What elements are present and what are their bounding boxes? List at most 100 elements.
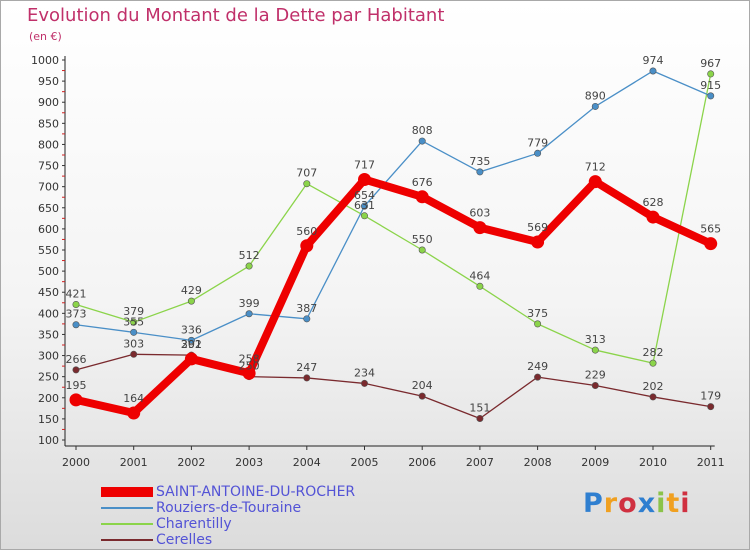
data-label: 313 [585, 333, 606, 346]
data-label: 202 [643, 380, 664, 393]
data-label: 247 [296, 361, 317, 374]
y-tick-label: 150 [38, 413, 59, 426]
x-tick-label: 2010 [639, 456, 667, 469]
data-point [534, 320, 542, 328]
data-point [303, 315, 311, 323]
data-label: 735 [469, 155, 490, 168]
y-tick-label: 100 [38, 434, 59, 447]
x-tick-label: 2009 [581, 456, 609, 469]
legend-swatch [101, 487, 153, 497]
data-point [360, 202, 368, 210]
proxiti-logo: Proxiti [583, 488, 691, 519]
x-tick-label: 2000 [62, 456, 90, 469]
data-label: 258 [239, 352, 260, 365]
series-line-2 [75, 73, 712, 364]
data-label: 967 [700, 57, 721, 70]
data-label: 151 [469, 401, 490, 414]
data-point [360, 212, 368, 220]
data-label: 266 [66, 353, 87, 366]
x-tick-label: 2003 [235, 456, 263, 469]
data-point [418, 246, 426, 254]
y-tick-label: 200 [38, 392, 59, 405]
data-label: 387 [296, 302, 317, 315]
chart-legend: SAINT-ANTOINE-DU-ROCHER Rouziers-de-Tour… [101, 484, 421, 548]
data-point [415, 190, 429, 204]
legend-item-charentilly: Charentilly [101, 516, 421, 532]
data-point [245, 310, 253, 318]
data-label: 379 [123, 305, 144, 318]
data-point [360, 379, 368, 387]
data-label: 250 [239, 360, 260, 373]
data-point [358, 172, 371, 186]
data-label: 808 [412, 124, 433, 137]
y-tick-label: 500 [38, 265, 59, 278]
legend-label: SAINT-ANTOINE-DU-ROCHER [156, 484, 356, 500]
data-point [130, 318, 138, 326]
y-tick-label: 300 [38, 350, 59, 363]
series-line-1 [75, 70, 712, 342]
data-point [72, 300, 80, 308]
chart-axes [64, 56, 715, 447]
data-label: 355 [123, 315, 144, 328]
data-label: 890 [585, 89, 606, 102]
data-point [127, 406, 141, 420]
data-point [72, 321, 80, 329]
data-point [707, 92, 715, 100]
data-point [534, 149, 542, 157]
data-point [187, 336, 195, 344]
data-label: 373 [66, 308, 87, 321]
data-label: 399 [239, 297, 260, 310]
data-point [300, 239, 314, 253]
legend-label: Cerelles [156, 532, 213, 548]
data-point [69, 393, 83, 407]
data-point [476, 414, 484, 422]
data-point [707, 403, 715, 411]
data-point [534, 373, 542, 381]
data-point [418, 137, 426, 145]
data-point [72, 366, 80, 374]
y-tick-label: 950 [38, 75, 59, 88]
y-tick-label: 450 [38, 286, 59, 299]
y-tick-label: 250 [38, 371, 59, 384]
data-labels: 266 303 301 250 247 234 204 151 249 229 202 179 421 3… [66, 54, 722, 414]
chart-subtitle: (en €) [29, 30, 62, 43]
data-label: 234 [354, 366, 375, 379]
legend-item-rouziers: Rouziers-de-Touraine [101, 500, 421, 516]
legend-label: Rouziers-de-Touraine [156, 500, 302, 516]
legend-swatch [101, 523, 153, 525]
data-label: 707 [296, 167, 317, 180]
data-point [588, 175, 602, 189]
data-label: 429 [181, 284, 202, 297]
data-label: 565 [700, 223, 721, 236]
x-tick-label: 2004 [293, 456, 321, 469]
y-tick-label: 700 [38, 181, 59, 194]
data-point [130, 328, 138, 336]
legend-label: Charentilly [156, 516, 232, 532]
data-label: 249 [527, 360, 548, 373]
data-label: 292 [181, 338, 202, 351]
data-label: 282 [643, 346, 664, 359]
y-tick-label: 750 [38, 160, 59, 173]
chart-title: Evolution du Montant de la Dette par Hab… [27, 5, 445, 26]
y-tick-label: 650 [38, 202, 59, 215]
data-point [242, 366, 256, 380]
y-tick-label: 1000 [31, 54, 59, 67]
x-tick-label: 2007 [466, 456, 494, 469]
legend-item-saint-antoine: SAINT-ANTOINE-DU-ROCHER [101, 484, 421, 500]
data-label: 569 [527, 221, 548, 234]
data-point [649, 359, 657, 367]
x-tick-label: 2002 [177, 456, 205, 469]
data-label: 375 [527, 307, 548, 320]
data-label: 560 [296, 225, 317, 238]
data-label: 229 [585, 369, 606, 382]
legend-swatch [101, 507, 153, 509]
data-label: 301 [181, 338, 202, 351]
data-point [649, 393, 657, 401]
y-tick-label: 400 [38, 307, 59, 320]
data-label: 915 [700, 79, 721, 92]
data-label: 336 [181, 323, 202, 336]
data-point [707, 70, 715, 78]
x-tick-label: 2011 [697, 456, 725, 469]
